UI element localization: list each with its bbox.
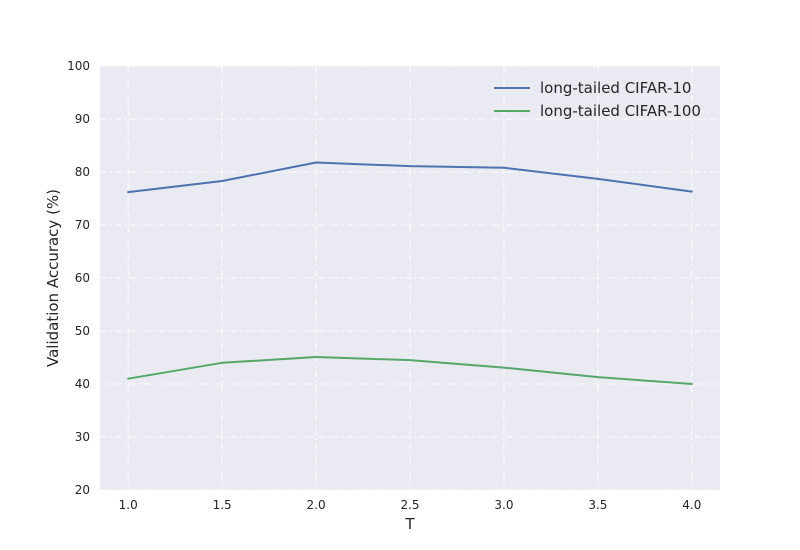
legend-label-1: long-tailed CIFAR-100 (540, 102, 701, 120)
y-tick-label: 40 (75, 377, 90, 391)
x-axis-label: T (404, 515, 415, 533)
y-tick-label: 80 (75, 165, 90, 179)
legend-label-0: long-tailed CIFAR-10 (540, 79, 691, 97)
y-axis-label: Validation Accuracy (%) (44, 189, 62, 367)
y-tick-label: 70 (75, 218, 90, 232)
x-tick-label: 4.0 (682, 498, 701, 512)
x-tick-label: 2.0 (307, 498, 326, 512)
series-layer (127, 161, 693, 385)
y-tick-label: 90 (75, 112, 90, 126)
x-tick-label: 1.0 (119, 498, 138, 512)
x-tick-label: 3.0 (494, 498, 513, 512)
x-tick-label: 2.5 (400, 498, 419, 512)
series-line-1 (127, 355, 693, 385)
y-tick-label: 50 (75, 324, 90, 338)
y-tick-label: 30 (75, 430, 90, 444)
series-line-0 (127, 161, 693, 194)
y-tick-labels: 20 30 40 50 60 70 80 90 100 (67, 59, 90, 497)
x-tick-labels: 1.0 1.5 2.0 2.5 3.0 3.5 4.0 (119, 498, 702, 512)
y-tick-label: 100 (67, 59, 90, 73)
x-tick-label: 1.5 (213, 498, 232, 512)
legend: long-tailed CIFAR-10 long-tailed CIFAR-10… (494, 79, 701, 120)
grid (100, 65, 720, 491)
x-tick-label: 3.5 (588, 498, 607, 512)
y-tick-label: 20 (75, 483, 90, 497)
y-tick-label: 60 (75, 271, 90, 285)
